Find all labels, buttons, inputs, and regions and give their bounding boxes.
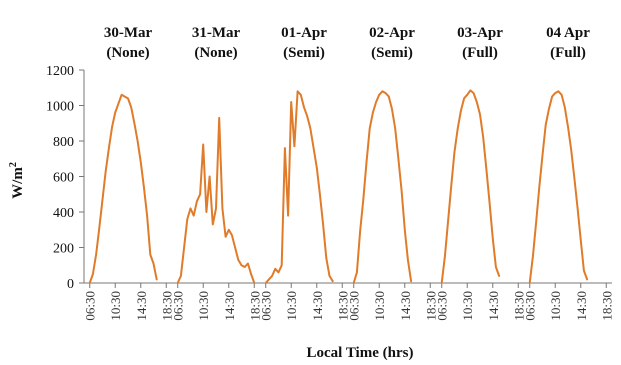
y-tick-label: 200 — [53, 242, 74, 257]
x-tick-label: 18:30 — [599, 291, 614, 321]
x-tick-label: 14:30 — [310, 291, 325, 321]
x-tick-label: 18:30 — [511, 291, 526, 321]
x-tick-label: 18:30 — [247, 291, 262, 321]
irradiance-line-4 — [352, 90, 413, 284]
x-tick-label: 18:30 — [423, 291, 438, 321]
day-date-label: 31-Mar — [192, 25, 241, 41]
day-labels: 30-Mar (None) 31-Mar (None) 01-Apr (Semi) 02-A… — [104, 25, 590, 61]
irradiance-line-3 — [264, 90, 334, 284]
y-axis-label: W/m2 — [8, 162, 26, 199]
x-tick-label: 06:30 — [523, 291, 538, 321]
day-condition-label: (Full) — [462, 45, 498, 61]
irradiance-line-2 — [176, 116, 256, 284]
y-tick-label: 1000 — [46, 100, 74, 115]
y-tick-label: 1200 — [46, 64, 74, 79]
x-tick-label: 06:30 — [259, 291, 274, 321]
x-tick-label: 18:30 — [159, 291, 174, 321]
x-tick-label: 10:30 — [372, 291, 387, 321]
x-tick-label: 14:30 — [574, 291, 589, 321]
series-lines — [88, 89, 589, 284]
day-condition-label: (Full) — [550, 45, 586, 61]
x-tick-label: 06:30 — [435, 291, 450, 321]
x-tick-label: 14:30 — [134, 291, 149, 321]
irradiance-line-6 — [528, 90, 589, 284]
y-tick-label: 800 — [53, 135, 74, 150]
y-tick-label: 0 — [67, 277, 74, 292]
x-tick-label: 14:30 — [486, 291, 501, 321]
x-tick-label: 10:30 — [196, 291, 211, 321]
x-tick-label: 10:30 — [108, 291, 123, 321]
x-tick-label: 10:30 — [548, 291, 563, 321]
day-date-label: 02-Apr — [369, 25, 415, 41]
day-date-label: 01-Apr — [281, 25, 327, 41]
y-tick-label: 400 — [53, 206, 74, 221]
x-tick-label: 14:30 — [398, 291, 413, 321]
x-tick-label: 06:30 — [347, 291, 362, 321]
irradiance-line-5 — [440, 89, 501, 284]
day-condition-label: (Semi) — [283, 45, 325, 61]
x-tick-label: 10:30 — [460, 291, 475, 321]
day-date-label: 03-Apr — [457, 25, 503, 41]
x-axis-label: Local Time (hrs) — [307, 345, 414, 361]
y-axis-label-superscript: 2 — [8, 162, 19, 167]
day-condition-label: (None) — [194, 45, 237, 61]
x-tick-label: 14:30 — [222, 291, 237, 321]
day-condition-label: (None) — [106, 45, 149, 61]
x-tick-label: 06:30 — [171, 291, 186, 321]
y-axis: 0 200 400 600 800 1000 1200 — [46, 64, 85, 292]
x-tick-label: 06:30 — [83, 291, 98, 321]
x-tick-label: 18:30 — [335, 291, 350, 321]
day-condition-label: (Semi) — [371, 45, 413, 61]
x-tick-label: 10:30 — [284, 291, 299, 321]
day-date-label: 30-Mar — [104, 25, 153, 41]
irradiance-line-1 — [88, 93, 158, 284]
day-date-label: 04 Apr — [546, 25, 590, 41]
y-tick-label: 600 — [53, 171, 74, 186]
